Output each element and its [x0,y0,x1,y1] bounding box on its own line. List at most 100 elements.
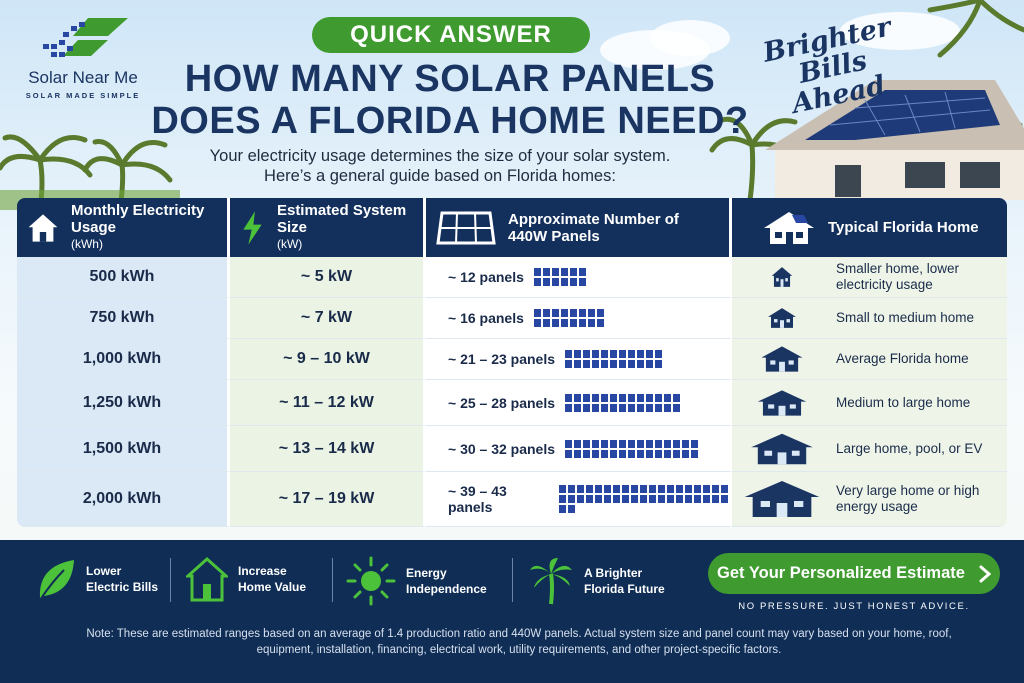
panel-cell-icon [703,495,711,503]
panel-cell-icon [574,403,582,412]
panel-cell-icon [601,393,609,402]
panel-cell-icon [637,449,645,458]
panel-cell-icon [682,449,690,458]
home-value-icon [186,556,228,602]
get-estimate-button[interactable]: Get Your Personalized Estimate [708,553,1000,594]
panel-cell-icon [655,350,663,358]
panel-cell-icon [646,403,654,412]
panels-cell: ~ 21 – 23 panels [426,339,732,380]
benefit-energy-line2: Independence [406,582,487,596]
panel-cell-icon [592,350,600,358]
panel-cell-icon [628,439,636,448]
panel-cell-icon [655,439,663,448]
panel-cell-icon [628,360,636,368]
panel-cell-icon [637,403,645,412]
panel-cell-icon [533,278,541,286]
panel-cell-icon [592,393,600,402]
panel-cell-icon [601,350,609,358]
panel-cell-icon [578,319,586,327]
panel-cell-icon [604,495,612,503]
home-size-icon [751,433,813,464]
page-title-line1: HOW MANY SOLAR PANELS [184,58,716,100]
panel-cell-icon [574,439,582,448]
panel-cell-icon [574,360,582,368]
benefit-florida-future: A Brighter Florida Future [528,556,665,606]
panel-cell-icon [559,485,567,493]
home-description: Medium to large home [836,394,971,410]
panel-cell-icon [560,309,568,317]
cta-subtext: NO PRESSURE. JUST HONEST ADVICE. [738,601,970,612]
panel-cell-icon [574,350,582,358]
panel-cell-icon [637,439,645,448]
panel-cell-icon [637,360,645,368]
panel-cell-icon [712,495,720,503]
panel-cell-icon [619,439,627,448]
panel-cell-icon [673,393,681,402]
panel-cell-icon [542,309,550,317]
panel-cell-icon [574,449,582,458]
panel-array-icon [565,393,682,412]
panel-cell-icon [569,268,577,276]
panel-cell-icon [619,350,627,358]
panel-cell-icon [587,319,595,327]
home-size-icon [761,346,803,372]
panels-text: ~ 39 – 43 panels [448,483,507,515]
table-row: 750 kWh ~ 7 kW ~ 16 panels Small to medium … [17,298,1007,339]
panel-cell-icon [610,439,618,448]
panel-cell-icon [551,268,559,276]
panel-cell-icon [667,495,675,503]
panel-cell-icon [559,495,567,503]
table-row: 1,000 kWh ~ 9 – 10 kW ~ 21 – 23 panels Aver… [17,339,1007,380]
panel-cell-icon [664,449,672,458]
panel-cell-icon [667,485,675,493]
panel-cell-icon [560,319,568,327]
home-cell: Small to medium home [732,298,1007,339]
benefit-lower-bills-line1: Lower [86,564,122,578]
panels-cell: ~ 39 – 43 panels [426,472,732,527]
size-cell: ~ 7 kW [230,298,426,339]
panel-cell-icon [646,393,654,402]
lightning-icon [243,210,262,245]
panels-cell: ~ 16 panels [426,298,732,339]
home-description: Average Florida home [836,351,969,366]
table-row: 1,500 kWh ~ 13 – 14 kW ~ 30 – 32 panels Lar… [17,426,1007,472]
home-size-icon [768,308,796,328]
solar-house-icon [764,211,814,244]
panel-cell-icon [551,278,559,286]
header-size-title: Estimated System Size [276,202,407,236]
panel-cell-icon [551,309,559,317]
panel-cell-icon [622,495,630,503]
home-size-icon [771,267,793,287]
panel-cell-icon [574,393,582,402]
panel-cell-icon [673,449,681,458]
panel-cell-icon [533,309,541,317]
panel-cell-icon [685,495,693,503]
panel-cell-icon [569,319,577,327]
size-cell: ~ 13 – 14 kW [230,426,426,472]
benefit-energy-independence: Energy Independence [346,556,487,606]
panel-cell-icon [676,485,684,493]
divider [332,558,333,602]
panel-cell-icon [610,393,618,402]
home-cell: Very large home or high energy usage [732,472,1007,527]
panel-cell-icon [712,485,720,493]
home-description: Smaller home, lower electricity usage [836,261,960,292]
page-title: HOW MANY SOLAR PANELS DOES A FLORIDA HOM… [150,58,750,142]
header-home: Typical Florida Home [732,198,1007,257]
size-cell: ~ 5 kW [230,257,426,298]
home-description: Small to medium home [836,310,975,325]
panel-cell-icon [619,360,627,368]
brand: Solar Near Me SOLAR MADE SIMPLE [18,16,148,100]
solar-panel-icon [436,211,496,244]
get-estimate-label: Get Your Personalized Estimate [717,564,965,582]
panel-cell-icon [664,403,672,412]
panel-cell-icon [619,393,627,402]
panel-cell-icon [649,495,657,503]
panel-cell-icon [628,350,636,358]
panel-cell-icon [592,439,600,448]
panel-cell-icon [568,495,576,503]
panel-cell-icon [578,309,586,317]
panel-cell-icon [595,485,603,493]
panel-cell-icon [551,319,559,327]
panel-cell-icon [640,495,648,503]
